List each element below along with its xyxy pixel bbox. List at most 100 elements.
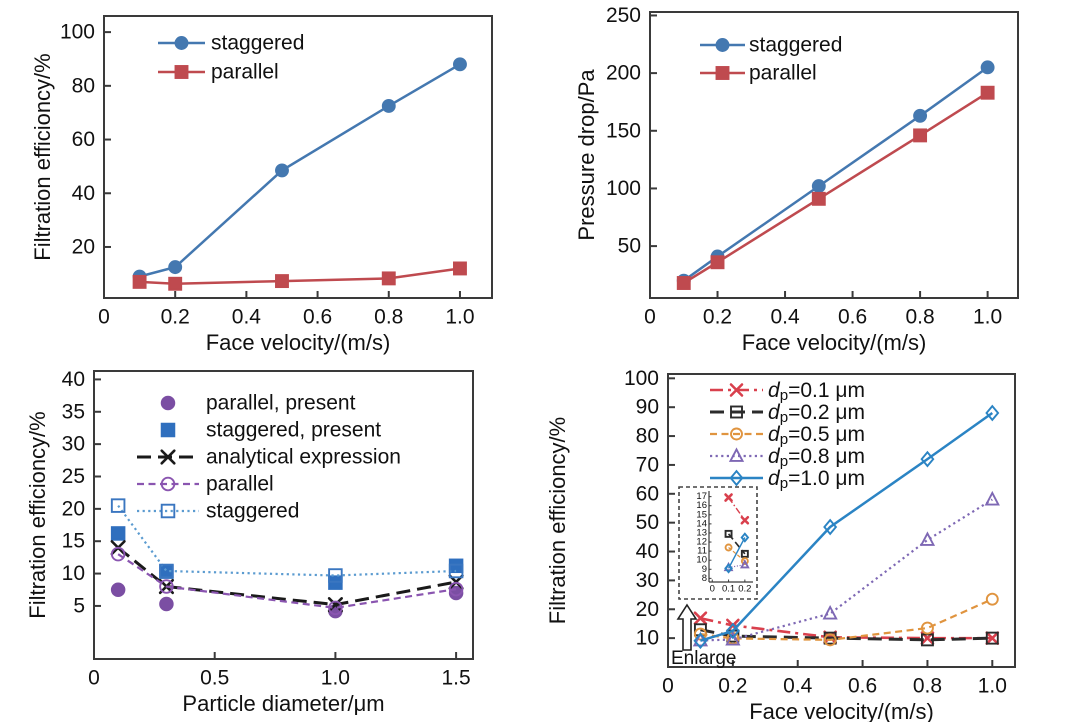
legend-label: staggered [206,500,299,523]
data-point-staggered [453,57,467,72]
legend-marker [729,383,744,397]
data-point-parallel [328,600,343,616]
chart-canvas-bottom-right: 0 0.2 0.4 0.6 0.8 1.0102030405060708090100Fac… [545,367,1016,722]
y-tick-label: 50 [636,511,659,534]
data-point-dp=0.5 μm [920,621,934,635]
legend-label: dp=0.5 μm [768,423,865,448]
x-tick-label: 0.6 [838,305,867,328]
series-line-analytical expression [117,546,457,607]
data-point-dp=0.1 μm [693,611,708,626]
y-tick-label: 200 [606,62,641,85]
series-line-dp=1.0 μm [700,411,994,642]
plot-border [103,15,493,299]
inset-y-tick-label: 11 [697,546,707,557]
legend-marker [160,395,176,411]
x-tick-label: 0.2 [161,305,190,328]
data-point-parallel [110,546,126,562]
data-point-parallel [381,271,396,286]
data-point-parallel [676,276,691,290]
x-axis-label: Face velocity/(m/s) [749,699,934,722]
x-tick-label: 0.4 [232,305,262,328]
y-tick-label: 5 [73,594,85,617]
y-tick-label: 100 [624,367,659,390]
y-tick-label: 40 [72,182,95,205]
legend-label: staggered [211,32,304,55]
chart-filtration-efficiency-by-particle-size: 0 0.2 0.4 0.6 0.8 1.0 10 20 30 40 50 60 70 80 90 100 Fac… [540,361,1080,722]
inset-y-tick-label: 13 [696,527,707,538]
legend-marker [730,427,743,441]
data-point-staggered [275,163,289,178]
data-point-parallel, present [110,582,126,598]
inset-data-point [739,559,750,569]
data-point-parallel [453,261,467,276]
y-tick-label: 40 [62,368,85,391]
inset-y-tick-label: 9 [702,564,707,575]
legend-label: dp=0.2 μm [768,401,865,426]
inset-x-tick-label: 0.2 [738,583,751,594]
data-point-dp=1.0 μm [693,632,708,650]
y-tick-label: 15 [62,530,85,553]
inset-data-point [724,543,733,552]
data-point-parallel [980,85,995,100]
data-point-parallel [132,274,147,289]
y-tick-label: 80 [636,425,659,448]
x-tick-label: 1.0 [321,666,350,689]
legend-marker [160,503,176,519]
data-point-dp=0.5 μm [985,592,999,606]
data-point-dp=1.0 μm [985,404,1000,422]
x-tick-label: 0.8 [374,305,403,328]
x-tick-label: 0.6 [303,305,332,328]
y-tick-label: 20 [62,497,85,520]
chart-canvas-top-left: 0 0.2 0.4 0.6 0.8 1.0 20 40 60 80 100 Face velocity… [30,15,493,355]
data-point-parallel [159,579,174,594]
legend-label: parallel, present [206,392,356,415]
inset-x-tick-label: 0 [710,583,715,594]
inset-y-tick-label: 16 [696,500,707,511]
legend-marker [728,447,745,462]
legend-marker [729,469,744,487]
data-point-dp=1.0 μm [823,518,838,536]
inset-data-point [724,493,733,502]
data-point-dp=1.0 μm [920,450,935,468]
data-point-dp=0.8 μm [984,490,1000,506]
data-point-staggered [168,260,183,275]
data-point-staggered [448,563,464,579]
data-point-dp=1.0 μm [725,622,740,640]
inset-x-tick-label: 0.1 [722,583,735,594]
enlarge-annotation: Enlarge [671,648,737,669]
y-tick-label: 10 [62,562,85,585]
x-axis-label: Particle diameter/μm [182,691,384,716]
x-tick-label: 0.4 [770,305,800,328]
data-point-staggered [110,498,126,513]
data-point-staggered [980,60,995,75]
y-axis-label: Pressure drop/Pa [574,69,599,241]
inset-series-line-dp=1.0 μm [727,537,746,569]
inset-y-tick-label: 14 [696,518,707,529]
x-tick-label: 0.2 [718,674,747,697]
chart-filtration-efficiency-vs-particle-diameter: 0 0.5 1.0 1.5 5 10 15 20 25 30 35 40 Particle diamet… [0,361,540,722]
legend-label: analytical expression [206,446,401,469]
legend-label: dp=0.1 μm [768,379,865,404]
chart-canvas-top-right: 0 0.2 0.4 0.6 0.8 1.0 50 100 150 200 250 Face veloc… [574,4,1019,355]
y-tick-label: 25 [62,465,85,488]
inset-y-tick-label: 8 [702,573,707,584]
data-point-analytical expression [327,597,344,613]
series-line-parallel [117,553,457,609]
data-point-parallel [275,274,289,289]
x-tick-label: 0.8 [905,305,934,328]
legend-label: dp=0.8 μm [768,445,865,470]
data-point-dp=0.1 μm [985,631,1000,645]
plot-border [649,11,1019,299]
y-tick-label: 60 [72,128,95,151]
y-tick-label: 35 [62,400,85,423]
series-line-dp=0.5 μm [700,598,993,641]
legend-marker [730,405,743,419]
legend-label: dp=1.0 μm [768,467,865,492]
legend-label: staggered [749,34,842,57]
y-tick-label: 70 [636,453,659,476]
inset-y-tick-label: 12 [696,537,707,548]
legend-marker [174,36,189,50]
y-tick-label: 80 [72,74,95,97]
legend-marker [160,476,176,492]
